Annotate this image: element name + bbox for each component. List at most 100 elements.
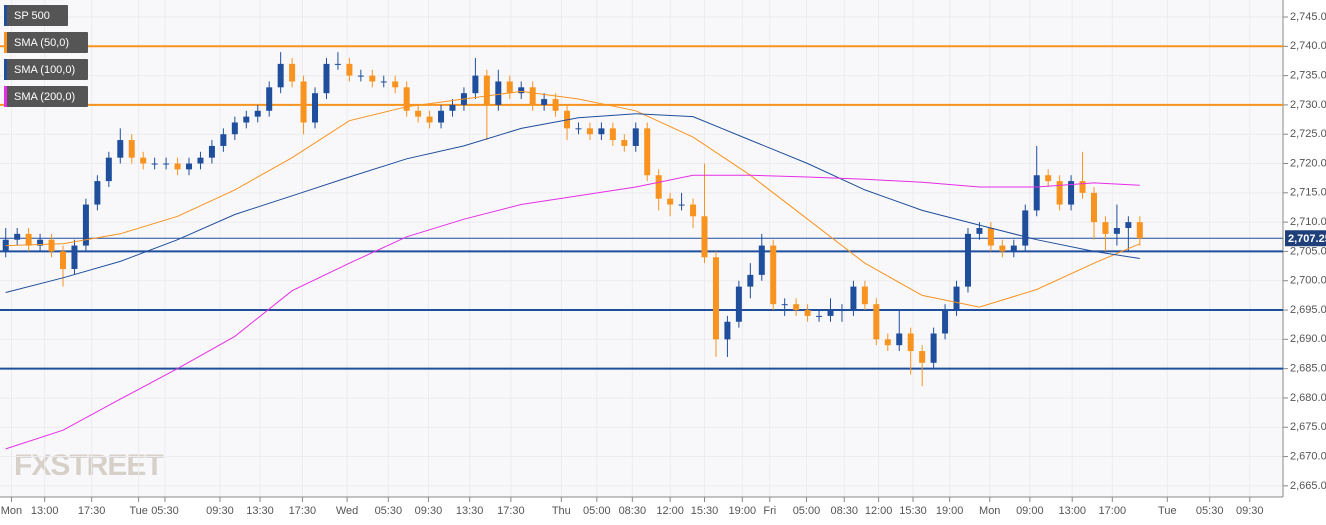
candle-body	[724, 321, 731, 340]
x-tick-label: 08:30	[830, 505, 858, 517]
candle-body	[586, 128, 593, 135]
watermark: FXSTREET	[14, 449, 163, 482]
legend-label: SMA (200,0)	[14, 91, 75, 103]
candle-body	[598, 128, 605, 135]
x-tick-label: 15:30	[691, 505, 719, 517]
y-tick-label: 2,720.00	[1290, 157, 1326, 169]
legend-swatch	[4, 59, 7, 80]
candle-body	[334, 63, 341, 65]
y-tick-label: 2,700.00	[1290, 275, 1326, 287]
candle-body	[804, 310, 811, 316]
candle-body	[151, 163, 158, 165]
candle-body	[552, 99, 559, 111]
candle-body	[14, 233, 21, 240]
candle-body	[942, 310, 949, 334]
candle-body	[220, 134, 227, 146]
candle-body	[816, 315, 823, 317]
candle-body	[197, 157, 204, 164]
candle-body	[231, 122, 238, 135]
legend-swatch	[4, 32, 7, 53]
candle-body	[1033, 175, 1040, 211]
y-tick-label: 2,710.00	[1290, 216, 1326, 228]
last-price-tag: 2,707.25	[1285, 230, 1326, 247]
candle-body	[1068, 181, 1075, 205]
candle-body	[415, 110, 422, 117]
candle-body	[60, 251, 67, 270]
candle-body	[140, 157, 147, 164]
candle-body	[403, 87, 410, 111]
candle-body	[312, 93, 319, 123]
candle-body	[873, 304, 880, 340]
candle-body	[208, 145, 215, 158]
candle-body	[1056, 181, 1063, 205]
candle-body	[300, 81, 307, 123]
sma-line	[5, 90, 1140, 308]
candle-body	[163, 163, 170, 165]
legend-box	[4, 86, 88, 107]
candle-body	[506, 81, 513, 94]
y-tick-label: 2,745.00	[1290, 11, 1326, 23]
candle-body	[82, 204, 89, 246]
x-tick-label: 17:30	[497, 505, 525, 517]
y-tick-label: 2,670.00	[1290, 450, 1326, 462]
legend-item: SMA (200,0)	[4, 86, 88, 107]
candle-body	[357, 75, 364, 77]
x-tick-label: 13:30	[456, 505, 484, 517]
y-tick-label: 2,705.00	[1290, 245, 1326, 257]
sma-line	[5, 113, 1140, 293]
candle-body	[644, 128, 651, 176]
candle-body	[243, 116, 250, 123]
candle-body	[953, 286, 960, 311]
x-tick-label: Fri	[763, 505, 776, 517]
candle-body	[1113, 227, 1120, 234]
x-tick-label: Thu	[552, 505, 571, 517]
y-tick-label: 2,690.00	[1290, 333, 1326, 345]
y-tick-label: 2,675.00	[1290, 421, 1326, 433]
y-tick-label: 2,695.00	[1290, 304, 1326, 316]
candle-body	[701, 216, 708, 258]
candle-body	[770, 245, 777, 305]
x-tick-label: 13:00	[1058, 505, 1086, 517]
candle-body	[861, 286, 868, 305]
candle-body	[174, 163, 181, 170]
candle-body	[369, 75, 376, 82]
candle-body	[712, 257, 719, 340]
candle-body	[289, 63, 296, 82]
candle-body	[838, 310, 845, 312]
candle-body	[919, 351, 926, 363]
x-tick-label: 09:30	[1236, 505, 1264, 517]
y-tick-label: 2,665.00	[1290, 480, 1326, 492]
candle-body	[735, 286, 742, 322]
candle-body	[678, 204, 685, 206]
candle-body	[94, 181, 101, 205]
x-tick-label: Mon	[979, 505, 1000, 517]
candle-body	[1079, 181, 1086, 193]
sma-line	[5, 174, 1140, 450]
candle-body	[609, 128, 616, 141]
x-tick-label: 17:30	[78, 505, 106, 517]
last-price-label: 2,707.25	[1288, 233, 1326, 245]
candle-body	[930, 333, 937, 363]
candle-body	[1125, 222, 1132, 228]
candle-body	[1045, 175, 1052, 182]
candle-body	[1102, 222, 1109, 234]
x-tick-label: Wed	[336, 505, 358, 517]
candle-body	[781, 304, 788, 306]
candle-body	[976, 227, 983, 234]
last-price-box	[1285, 230, 1326, 247]
candle-body	[472, 75, 479, 94]
candle-body	[907, 333, 914, 352]
x-tick-label: 05:30	[375, 505, 403, 517]
candle-body	[186, 163, 193, 170]
candle-body	[254, 110, 261, 117]
legend-swatch	[4, 5, 7, 26]
legend-item: SMA (100,0)	[4, 59, 88, 80]
y-tick-label: 2,715.00	[1290, 187, 1326, 199]
candle-body	[690, 204, 697, 217]
x-tick-label: 09:30	[206, 505, 234, 517]
x-tick-label: 15:30	[899, 505, 927, 517]
x-tick-label: 13:00	[31, 505, 59, 517]
candle-body	[438, 110, 445, 123]
